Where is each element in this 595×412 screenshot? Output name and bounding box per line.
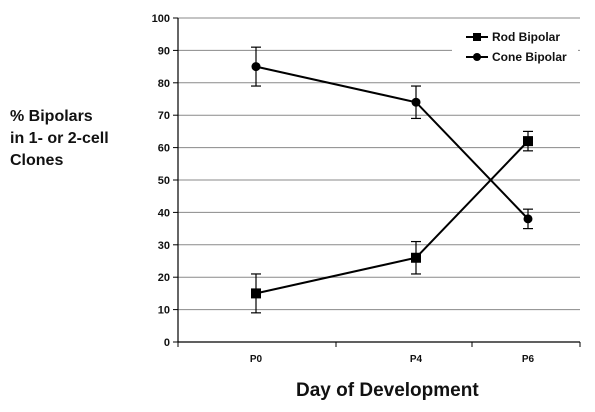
series-line: [255, 140, 529, 295]
y-tick-label: 10: [158, 305, 170, 317]
legend-background: [452, 20, 578, 68]
y-axis-label-line-2: in 1- or 2-cell: [10, 130, 109, 147]
legend-item: Cone Bipolar: [466, 50, 567, 64]
y-axis-label-line-1: % Bipolars: [10, 108, 93, 125]
y-tick-label: 30: [158, 240, 170, 252]
x-axis-label: Day of Development: [296, 380, 479, 401]
x-tick-label: P4: [410, 354, 423, 365]
y-tick-label: 40: [158, 207, 170, 219]
data-point-square: [411, 252, 421, 263]
y-tick-label: 90: [158, 45, 170, 57]
data-point-circle: [523, 214, 533, 224]
legend-square-marker: [473, 33, 481, 41]
legend-label: Rod Bipolar: [492, 30, 560, 44]
legend-label: Cone Bipolar: [492, 50, 567, 64]
data-point-circle: [411, 97, 421, 107]
series-rod-bipolar: [251, 130, 533, 314]
series-layer: [251, 46, 533, 314]
y-axis-label-line-3: Clones: [10, 152, 64, 169]
y-tick-label: 100: [152, 13, 170, 25]
y-axis-label: % Bipolars in 1- or 2-cell Clones: [10, 106, 120, 172]
data-point-square: [251, 288, 261, 299]
legend: Rod Bipolar Cone Bipolar: [452, 20, 578, 68]
legend-item: Rod Bipolar: [466, 30, 560, 44]
y-tick-label: 70: [158, 110, 170, 122]
y-tick-label: 60: [158, 143, 170, 155]
x-tick-label: P6: [522, 354, 535, 365]
y-tick-label: 20: [158, 272, 170, 284]
data-point-circle: [251, 62, 261, 72]
data-point-square: [523, 136, 533, 147]
series-line: [255, 65, 529, 220]
axes: 0 10 20 30 40 50 60 70 80 90 100 P0 P4 P6: [152, 13, 581, 365]
y-tick-label: 80: [158, 78, 170, 90]
legend-circle-marker: [473, 53, 481, 61]
series-cone-bipolar: [251, 46, 533, 230]
x-tick-label: P0: [250, 354, 263, 365]
y-tick-label: 50: [158, 175, 170, 187]
y-tick-label: 0: [164, 337, 170, 349]
